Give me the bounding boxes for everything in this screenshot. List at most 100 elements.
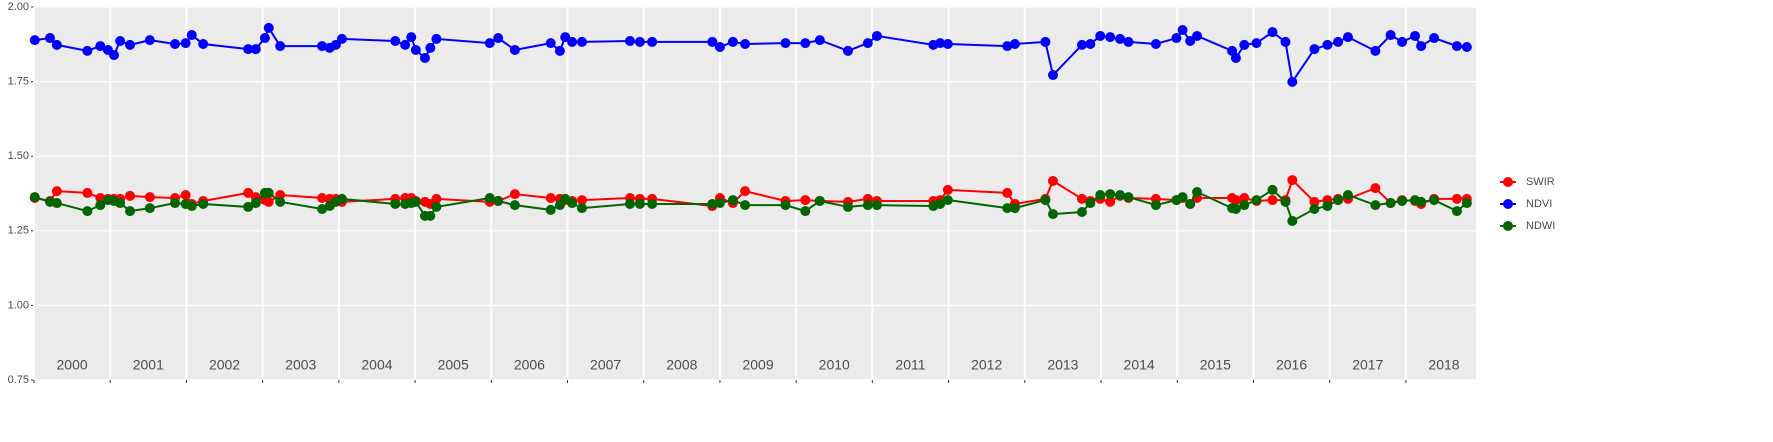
data-point bbox=[545, 38, 556, 49]
data-point bbox=[625, 198, 636, 209]
data-point bbox=[1076, 207, 1087, 218]
data-point bbox=[51, 198, 62, 209]
data-point bbox=[1385, 198, 1396, 209]
data-point bbox=[740, 186, 751, 197]
year-label: 2010 bbox=[819, 357, 850, 373]
data-point bbox=[545, 192, 556, 203]
year-label: 2005 bbox=[438, 357, 469, 373]
data-point bbox=[871, 200, 882, 211]
data-point bbox=[1002, 203, 1013, 214]
data-point bbox=[1105, 189, 1116, 200]
data-point bbox=[935, 198, 946, 209]
data-point bbox=[1429, 33, 1440, 44]
data-point bbox=[625, 36, 636, 47]
data-point bbox=[740, 200, 751, 211]
data-point bbox=[1185, 198, 1196, 209]
data-point bbox=[1287, 215, 1298, 226]
data-point bbox=[95, 200, 106, 211]
data-point bbox=[1177, 192, 1188, 203]
data-point bbox=[29, 192, 40, 203]
data-point bbox=[509, 200, 520, 211]
data-point bbox=[317, 204, 328, 215]
data-point bbox=[576, 36, 587, 47]
data-point bbox=[51, 39, 62, 50]
data-point bbox=[1385, 30, 1396, 41]
year-label: 2001 bbox=[133, 357, 164, 373]
y-tick-label: 1.25 bbox=[8, 225, 29, 237]
data-point bbox=[1451, 41, 1462, 52]
data-point bbox=[1048, 175, 1059, 186]
data-point bbox=[871, 30, 882, 41]
data-point bbox=[1123, 36, 1134, 47]
data-point bbox=[425, 42, 436, 53]
data-point bbox=[740, 39, 751, 50]
data-point bbox=[1429, 195, 1440, 206]
data-point bbox=[186, 201, 197, 212]
data-point bbox=[1410, 30, 1421, 41]
data-point bbox=[336, 33, 347, 44]
y-tick-label: 1.00 bbox=[8, 299, 29, 311]
year-label: 2012 bbox=[971, 357, 1002, 373]
data-point bbox=[1095, 189, 1106, 200]
data-point bbox=[1085, 198, 1096, 209]
data-point bbox=[125, 39, 136, 50]
data-point bbox=[1105, 196, 1116, 207]
data-point bbox=[82, 45, 93, 56]
data-point bbox=[1009, 203, 1020, 214]
data-point bbox=[1239, 200, 1250, 211]
year-label: 2013 bbox=[1047, 357, 1078, 373]
data-point bbox=[125, 190, 136, 201]
data-point bbox=[115, 36, 126, 47]
data-point bbox=[554, 45, 565, 56]
data-point bbox=[1150, 200, 1161, 211]
data-point bbox=[250, 198, 261, 209]
data-point bbox=[1192, 30, 1203, 41]
data-point bbox=[1333, 195, 1344, 206]
data-point bbox=[1192, 187, 1203, 198]
data-point bbox=[714, 198, 725, 209]
data-point bbox=[1309, 196, 1320, 207]
data-point bbox=[1322, 201, 1333, 212]
data-point bbox=[1040, 36, 1051, 47]
data-point bbox=[317, 41, 328, 52]
data-point bbox=[1105, 32, 1116, 43]
data-point bbox=[1095, 30, 1106, 41]
data-point bbox=[263, 187, 274, 198]
data-point bbox=[1280, 196, 1291, 207]
data-point bbox=[842, 45, 853, 56]
data-point bbox=[1267, 195, 1278, 206]
data-point bbox=[29, 35, 40, 46]
data-point bbox=[1370, 45, 1381, 56]
data-point bbox=[243, 44, 254, 55]
year-label: 2016 bbox=[1276, 357, 1307, 373]
data-point bbox=[567, 36, 578, 47]
data-point bbox=[431, 33, 442, 44]
data-point bbox=[400, 39, 411, 50]
data-point bbox=[419, 53, 430, 64]
data-point bbox=[484, 192, 495, 203]
legend-label: SWIR bbox=[1526, 176, 1555, 188]
data-point bbox=[198, 198, 209, 209]
data-point bbox=[1280, 36, 1291, 47]
y-tick-label: 2.00 bbox=[8, 1, 29, 13]
data-point bbox=[1309, 204, 1320, 215]
data-point bbox=[576, 195, 587, 206]
data-point bbox=[647, 36, 658, 47]
year-label: 2002 bbox=[209, 357, 240, 373]
data-point bbox=[1085, 39, 1096, 50]
data-point bbox=[1150, 39, 1161, 50]
data-point bbox=[1461, 41, 1472, 52]
data-point bbox=[180, 189, 191, 200]
y-tick-label: 1.50 bbox=[8, 150, 29, 162]
data-point bbox=[800, 38, 811, 49]
data-point bbox=[1370, 200, 1381, 211]
data-point bbox=[390, 198, 401, 209]
data-point bbox=[186, 30, 197, 41]
data-point bbox=[263, 22, 274, 33]
data-point bbox=[1451, 193, 1462, 204]
data-point bbox=[1451, 206, 1462, 217]
data-point bbox=[1230, 204, 1241, 215]
year-label: 2007 bbox=[590, 357, 621, 373]
data-point bbox=[431, 201, 442, 212]
data-point bbox=[647, 198, 658, 209]
